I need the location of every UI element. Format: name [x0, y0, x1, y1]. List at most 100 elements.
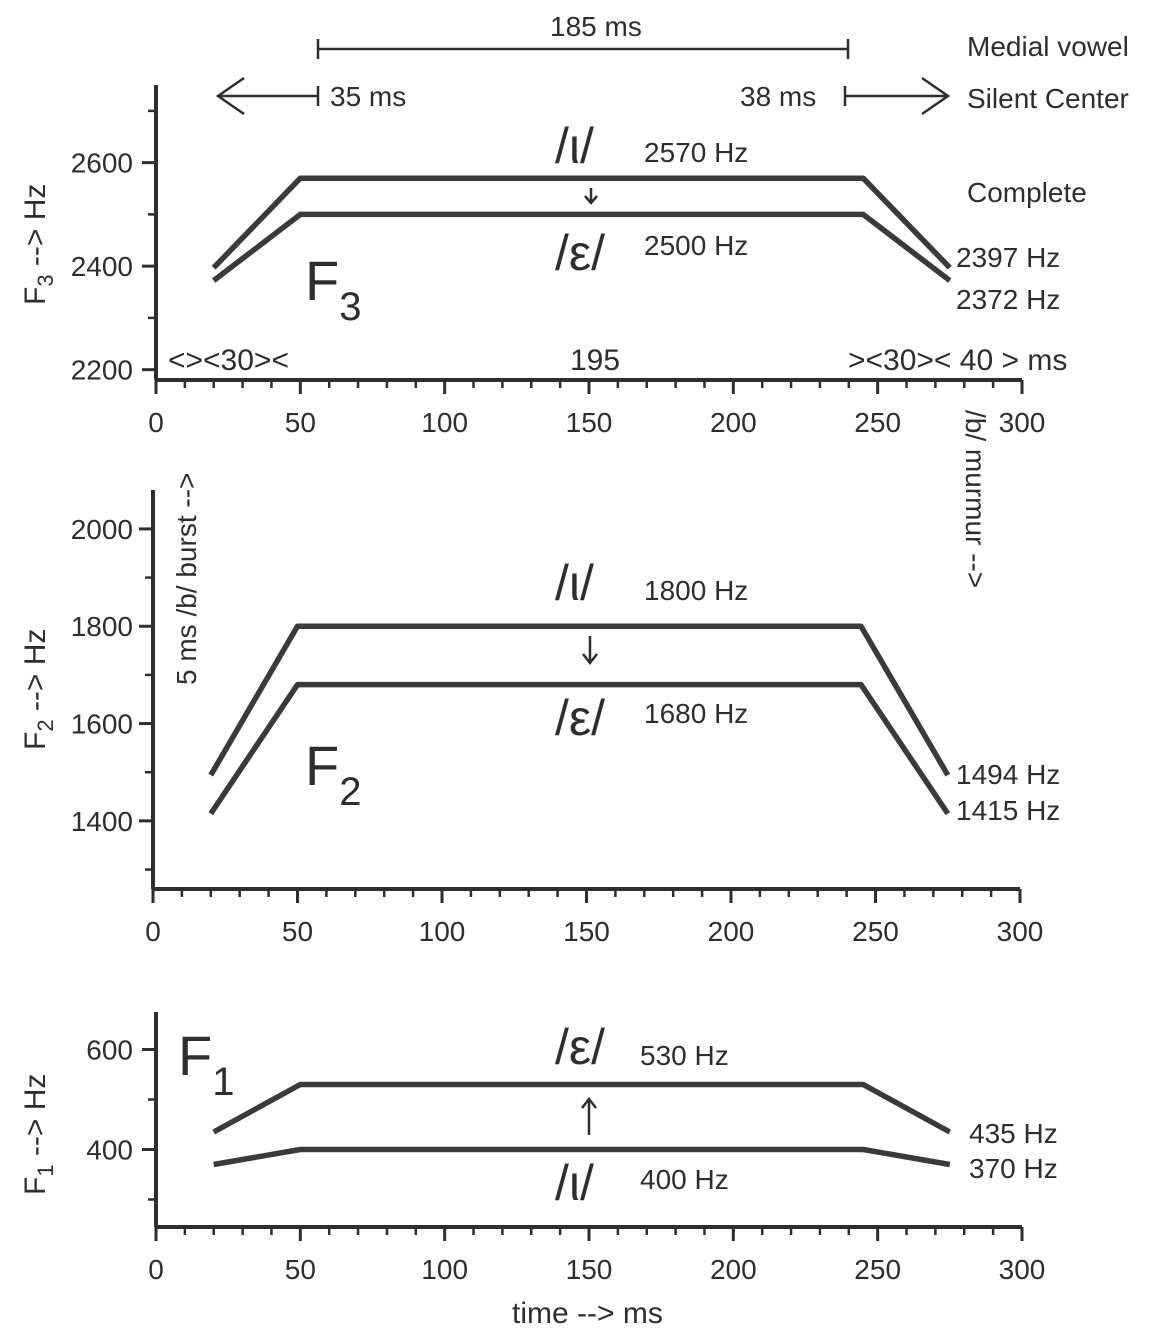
f3-y-axis-label-rest: --> Hz: [19, 184, 52, 275]
f1-y-axis-label-sub: 1: [33, 1164, 58, 1176]
f1-x-tick-label: 50: [285, 1254, 316, 1285]
f2-end-label-bottom: 1415 Hz: [956, 795, 1060, 826]
f3-formant-trace-2: [212, 211, 952, 283]
f1-ticks: [142, 1012, 1024, 1241]
f1-x-tick-label: 150: [566, 1254, 613, 1285]
f2-x-tick-label: 50: [282, 916, 313, 947]
f2-formant-trace-2: [208, 681, 951, 816]
f2-x-tick-label: 250: [852, 916, 899, 947]
f2-y-axis-label-rest: --> Hz: [19, 629, 52, 720]
f3-x-tick-label: 300: [999, 407, 1046, 438]
f3-end-label-bottom: 2372 Hz: [956, 284, 1060, 315]
f2-formant-trace-1: [208, 623, 951, 777]
f2-y-tick-label: 2000: [71, 514, 133, 545]
f1-formant-trace-1: [212, 1081, 952, 1135]
f3-panel-label-sub: 3: [339, 285, 361, 329]
f1-shift-arrow: [581, 1096, 597, 1135]
f2-y-axis-label-sub: 2: [33, 719, 58, 731]
f3-y-tick-label: 2400: [71, 251, 133, 282]
f3-y-tick-labels: 2200 2400 2600: [71, 148, 133, 386]
f1-vowel-bottom: /ι/: [555, 1155, 594, 1211]
f2-panel-label: F2: [305, 734, 361, 814]
f3-vowel-top-hz: 2570 Hz: [644, 137, 748, 168]
f3-y-tick-label: 2200: [71, 355, 133, 386]
f2-x-tick-label: 100: [419, 916, 466, 947]
f2-x-tick-label: 300: [997, 916, 1044, 947]
f2-vowel-bottom: /ε/: [555, 690, 605, 746]
f2-y-tick-label: 1800: [71, 611, 133, 642]
f1-y-axis-label-main: F: [19, 1177, 52, 1195]
f2-shift-arrow: [582, 636, 598, 666]
f3-timing-right: ><30>< 40 > ms: [848, 344, 1067, 377]
f3-y-axis-label: F3 --> Hz: [19, 184, 58, 305]
f1-panel-label: F1: [178, 1024, 234, 1104]
f3-vowel-top: /ι/: [555, 118, 594, 174]
f2-series: [208, 623, 951, 816]
f1-vowel-bottom-hz: 400 Hz: [640, 1164, 729, 1195]
complete-label: Complete: [967, 177, 1087, 208]
f1-series: [212, 1081, 952, 1168]
f3-x-tick-label: 200: [710, 407, 757, 438]
f2-x-tick-label: 150: [563, 916, 610, 947]
f1-vowel-top-hz: 530 Hz: [640, 1040, 729, 1071]
f3-panel-label-main: F: [305, 249, 339, 312]
f1-y-axis-label: F1 --> Hz: [19, 1074, 58, 1195]
f1-end-label-top: 435 Hz: [969, 1118, 1058, 1149]
f3-end-label-top: 2397 Hz: [956, 242, 1060, 273]
left-duration-label: 35 ms: [330, 81, 406, 112]
f2-x-tick-labels: 0 50 100 150 200 250 300: [145, 916, 1043, 947]
f3-y-axis-label-main: F: [19, 287, 52, 305]
f3-vowel-bottom: /ε/: [555, 225, 605, 281]
right-duration-label: 38 ms: [740, 81, 816, 112]
f3-y-tick-label: 2600: [71, 148, 133, 179]
right-duration-arrow: [843, 76, 951, 116]
f2-vowel-top-hz: 1800 Hz: [644, 575, 748, 606]
f3-ticks: [142, 85, 1024, 394]
f1-y-axis-label-rest: --> Hz: [19, 1074, 52, 1165]
f3-x-tick-label: 100: [421, 407, 468, 438]
f2-y-tick-labels: 1400 1600 1800 2000: [71, 514, 133, 837]
f2-panel-label-main: F: [305, 734, 339, 797]
f1-x-tick-label: 100: [421, 1254, 468, 1285]
medial-vowel-label: Medial vowel: [967, 31, 1129, 62]
f2-x-tick-label: 0: [145, 916, 161, 947]
silent-center-label: Silent Center: [967, 83, 1129, 114]
f3-shift-arrow: [584, 188, 598, 205]
f1-x-tick-label: 0: [148, 1254, 164, 1285]
f2-y-tick-label: 1600: [71, 709, 133, 740]
f1-vowel-top: /ε/: [555, 1019, 605, 1075]
f2-y-axis-label: F2 --> Hz: [19, 629, 58, 750]
f3-panel-label: F3: [305, 249, 361, 329]
f2-y-tick-label: 1400: [71, 806, 133, 837]
f1-x-tick-label: 200: [710, 1254, 757, 1285]
f3-x-tick-label: 50: [285, 407, 316, 438]
f1-x-tick-labels: 0 50 100 150 200 250 300: [148, 1254, 1045, 1285]
f3-timing-left: <><30><: [168, 344, 289, 377]
f1-y-tick-label: 400: [86, 1135, 133, 1166]
f1-y-tick-labels: 400 600: [86, 1035, 133, 1166]
total-duration-label: 185 ms: [550, 11, 642, 42]
burst-label: 5 ms /b/ burst -->: [171, 473, 202, 685]
f3-y-axis-label-sub: 3: [33, 274, 58, 286]
f3-formant-trace-1: [211, 175, 952, 270]
f3-series: [211, 175, 952, 283]
f2-x-tick-label: 200: [708, 916, 755, 947]
f2-y-axis-label-main: F: [19, 732, 52, 750]
f2-panel-label-sub: 2: [339, 770, 361, 814]
f1-panel-label-main: F: [178, 1024, 212, 1087]
f1-end-label-bottom: 370 Hz: [969, 1153, 1058, 1184]
duration-annotations: 185 ms 35 ms 38 ms Medial vowel Silent C…: [215, 11, 1129, 208]
f3-vowel-bottom-hz: 2500 Hz: [644, 230, 748, 261]
f2-ticks: [139, 490, 1022, 903]
f3-x-tick-labels: 0 50 100 150 200 250 300: [148, 407, 1045, 438]
murmur-label: /b/ murmur -->: [960, 410, 991, 588]
f3-x-tick-label: 250: [854, 407, 901, 438]
f1-formant-trace-2: [213, 1146, 951, 1168]
f1-panel-label-sub: 1: [212, 1060, 234, 1104]
f1-y-tick-label: 600: [86, 1035, 133, 1066]
f1-x-tick-label: 250: [854, 1254, 901, 1285]
f3-x-tick-label: 0: [148, 407, 164, 438]
